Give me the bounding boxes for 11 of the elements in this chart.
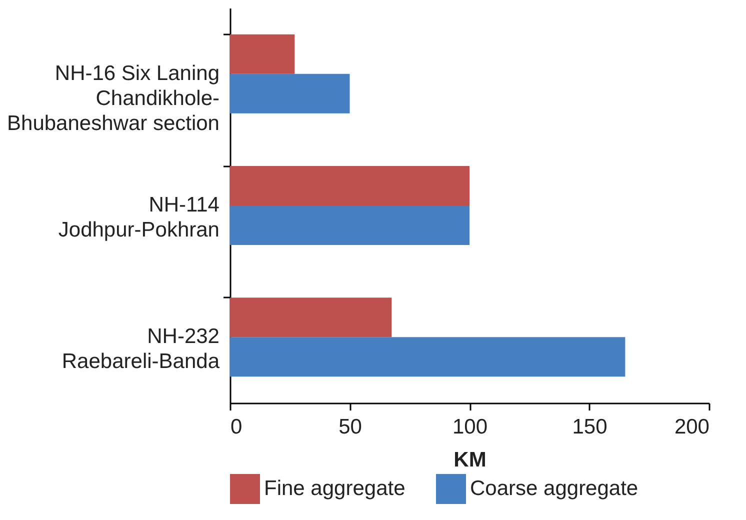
x-tick-label: 100 — [452, 416, 488, 438]
x-tick-label: 200 — [674, 416, 710, 438]
x-axis-title: KM — [454, 448, 486, 472]
legend-label: Coarse aggregate — [470, 477, 638, 500]
y-tick-label: NH-114 Jodhpur-Pokhran — [58, 194, 220, 242]
y-tick-label: NH-16 Six Laning Chandikhole- Bhubaneshwar section — [7, 62, 220, 135]
y-tick-label: NH-232 Raebareli-Banda — [62, 325, 220, 374]
x-tick-label: 50 — [338, 416, 362, 438]
legend-label: Fine aggregate — [264, 477, 406, 500]
x-tick-label: 0 — [230, 416, 242, 438]
x-tick-label: 150 — [572, 416, 608, 438]
